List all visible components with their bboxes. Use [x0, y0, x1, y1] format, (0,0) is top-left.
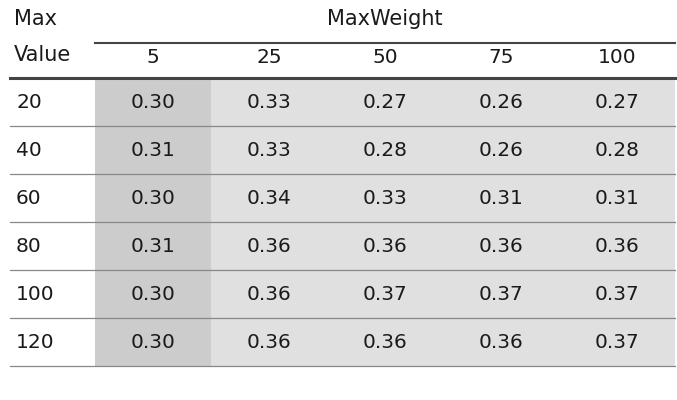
Bar — [95, 126, 211, 174]
Bar — [10, 318, 95, 366]
Text: 0.26: 0.26 — [479, 92, 523, 112]
Text: 0.30: 0.30 — [131, 332, 175, 352]
Text: 0.28: 0.28 — [594, 140, 640, 160]
Bar — [10, 174, 95, 222]
Bar — [95, 222, 211, 270]
Bar — [10, 126, 95, 174]
Text: 100: 100 — [598, 48, 636, 67]
Bar — [10, 78, 95, 126]
Text: 0.36: 0.36 — [479, 332, 523, 352]
Text: 0.36: 0.36 — [363, 236, 408, 256]
Text: 0.27: 0.27 — [363, 92, 408, 112]
Text: 0.30: 0.30 — [131, 188, 175, 208]
Bar — [211, 318, 675, 366]
Text: 0.37: 0.37 — [594, 332, 639, 352]
Text: 0.34: 0.34 — [246, 188, 291, 208]
Text: 75: 75 — [488, 48, 514, 67]
Text: 0.31: 0.31 — [131, 236, 175, 256]
Text: 0.31: 0.31 — [479, 188, 523, 208]
Text: 0.37: 0.37 — [363, 284, 408, 304]
Text: 25: 25 — [256, 48, 282, 67]
Text: 40: 40 — [16, 140, 42, 160]
Text: 0.36: 0.36 — [594, 236, 639, 256]
Text: 0.33: 0.33 — [363, 188, 408, 208]
Text: 0.31: 0.31 — [594, 188, 640, 208]
Text: 60: 60 — [16, 188, 41, 208]
Text: 120: 120 — [16, 332, 55, 352]
Text: 0.37: 0.37 — [479, 284, 523, 304]
Text: 0.31: 0.31 — [131, 140, 175, 160]
Text: 20: 20 — [16, 92, 42, 112]
Text: 0.37: 0.37 — [594, 284, 639, 304]
Text: 0.30: 0.30 — [131, 284, 175, 304]
Text: 0.27: 0.27 — [594, 92, 640, 112]
Bar — [95, 318, 211, 366]
Text: 0.28: 0.28 — [362, 140, 408, 160]
Text: 0.33: 0.33 — [246, 92, 291, 112]
Bar — [211, 126, 675, 174]
Bar — [211, 270, 675, 318]
Bar — [211, 78, 675, 126]
Text: 0.36: 0.36 — [246, 332, 291, 352]
Bar — [211, 222, 675, 270]
Text: 100: 100 — [16, 284, 55, 304]
Text: 80: 80 — [16, 236, 42, 256]
Text: 0.36: 0.36 — [246, 236, 291, 256]
Text: 50: 50 — [372, 48, 398, 67]
Text: Max: Max — [14, 9, 57, 29]
Bar — [10, 222, 95, 270]
Bar — [10, 270, 95, 318]
Text: 0.26: 0.26 — [479, 140, 523, 160]
Text: 0.33: 0.33 — [246, 140, 291, 160]
Text: MaxWeight: MaxWeight — [327, 9, 443, 29]
Text: Value: Value — [14, 45, 71, 65]
Bar — [95, 78, 211, 126]
Text: 5: 5 — [147, 48, 159, 67]
Text: 0.36: 0.36 — [479, 236, 523, 256]
Text: 0.36: 0.36 — [246, 284, 291, 304]
Bar — [211, 174, 675, 222]
Bar — [95, 270, 211, 318]
Bar — [95, 174, 211, 222]
Text: 0.36: 0.36 — [363, 332, 408, 352]
Text: 0.30: 0.30 — [131, 92, 175, 112]
